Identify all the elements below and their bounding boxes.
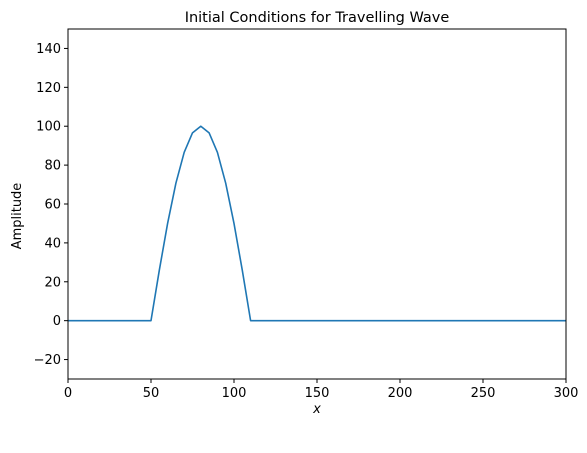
y-tick-label: 80 — [44, 159, 61, 174]
y-tick-label: 0 — [53, 314, 61, 329]
plot-area — [68, 126, 566, 320]
y-tick-label: 100 — [36, 120, 61, 135]
y-tick-label: 140 — [36, 42, 61, 57]
x-tick-label: 0 — [64, 386, 72, 401]
x-axis-label: x — [312, 402, 321, 417]
x-tick-label: 300 — [554, 386, 579, 401]
plot-frame — [68, 29, 566, 379]
y-tick-label: 60 — [44, 198, 61, 213]
y-axis-label: Amplitude — [10, 183, 25, 250]
x-tick-label: 200 — [388, 386, 413, 401]
series-line-0 — [68, 126, 566, 320]
x-tick-label: 250 — [471, 386, 496, 401]
x-tick-label: 50 — [143, 386, 160, 401]
x-tick-label: 100 — [222, 386, 247, 401]
y-tick-label: 20 — [44, 275, 61, 290]
chart-title: Initial Conditions for Travelling Wave — [185, 10, 450, 26]
y-tick-label: 120 — [36, 81, 61, 96]
x-tick-label: 150 — [305, 386, 330, 401]
y-tick-label: 40 — [44, 236, 61, 251]
y-tick-label: −20 — [34, 353, 61, 368]
